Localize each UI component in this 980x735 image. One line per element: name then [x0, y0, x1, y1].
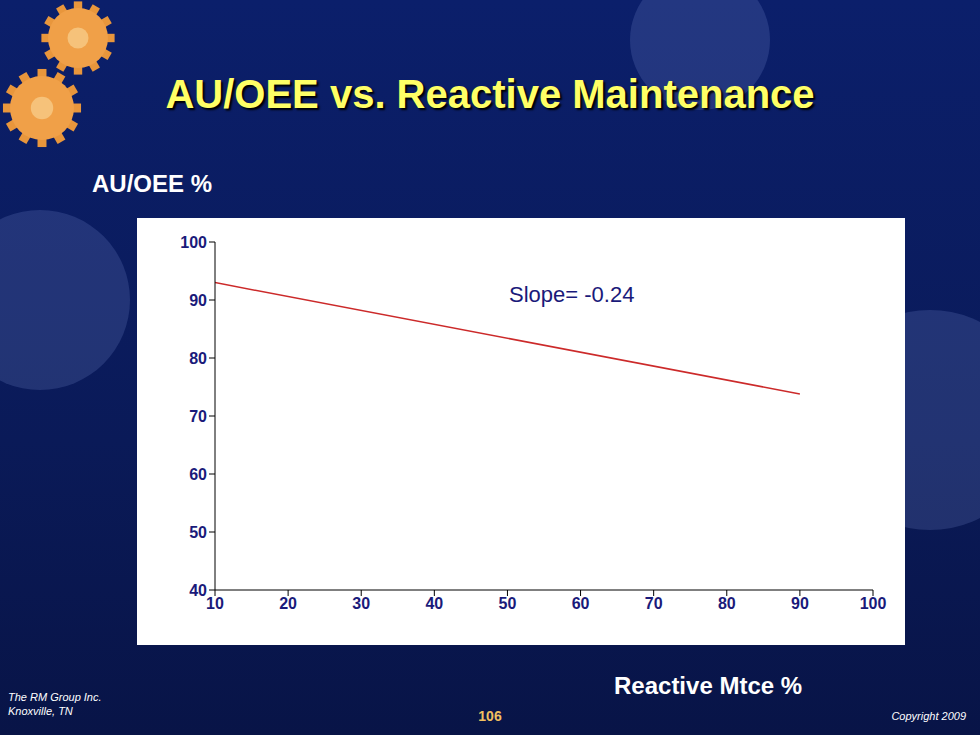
svg-text:70: 70: [645, 595, 663, 612]
svg-text:20: 20: [279, 595, 297, 612]
html-text:AU/OEE %: AU/OEE %: [92, 170, 212, 197]
svg-text:100: 100: [860, 595, 887, 612]
svg-text:10: 10: [206, 595, 224, 612]
svg-text:50: 50: [189, 524, 207, 541]
html-text:The RM Group Inc.: The RM Group Inc.: [8, 691, 102, 703]
html-text:Copyright 2009: Copyright 2009: [891, 710, 966, 722]
html-text:106: 106: [478, 708, 502, 724]
svg-text:90: 90: [791, 595, 809, 612]
html-text:Knoxville, TN: Knoxville, TN: [8, 705, 73, 717]
svg-text:30: 30: [352, 595, 370, 612]
svg-text:90: 90: [189, 292, 207, 309]
svg-text:80: 80: [189, 350, 207, 367]
svg-text:60: 60: [572, 595, 590, 612]
svg-text:50: 50: [499, 595, 517, 612]
svg-text:40: 40: [425, 595, 443, 612]
svg-text:70: 70: [189, 408, 207, 425]
html-text:Slope= -0.24: Slope= -0.24: [509, 282, 635, 307]
svg-text:80: 80: [718, 595, 736, 612]
html-text:Reactive Mtce %: Reactive Mtce %: [614, 672, 803, 699]
svg-text:40: 40: [189, 582, 207, 599]
svg-text:60: 60: [189, 466, 207, 483]
html-text:AU/OEE vs. Reactive Maintenanc: AU/OEE vs. Reactive Maintenance: [165, 72, 815, 116]
svg-text:100: 100: [180, 234, 207, 251]
